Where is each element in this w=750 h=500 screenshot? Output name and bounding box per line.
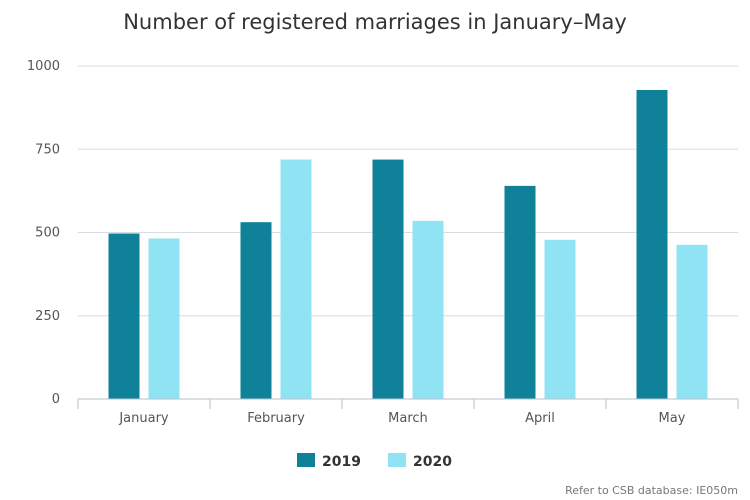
bar-2020-february <box>280 159 312 399</box>
bar-2019-may <box>636 89 668 399</box>
x-tick-label: January <box>118 411 169 426</box>
x-tick-label: March <box>388 411 428 426</box>
legend: 2019 2020 <box>297 453 452 470</box>
bar-2019-february <box>240 222 272 399</box>
bar-2020-march <box>412 220 444 399</box>
bar-2020-may <box>676 244 708 399</box>
bar-2020-january <box>148 238 180 399</box>
bar-2019-april <box>504 185 536 399</box>
bars <box>108 89 708 399</box>
x-axis-ticks: January February March April May <box>77 399 739 426</box>
y-tick-label: 1000 <box>27 59 60 74</box>
bar-2019-march <box>372 159 404 399</box>
x-tick-label: April <box>525 411 555 426</box>
legend-label-2020: 2020 <box>413 454 452 470</box>
source-note: Refer to CSB database: IE050m <box>565 484 738 497</box>
x-tick-label: May <box>659 411 686 426</box>
y-axis-ticks: 0 250 500 750 1000 <box>27 59 60 407</box>
legend-label-2019: 2019 <box>322 454 361 470</box>
bar-2019-january <box>108 233 140 399</box>
legend-swatch-2019 <box>297 453 315 467</box>
x-tick-label: February <box>247 411 305 426</box>
chart-title: Number of registered marriages in Januar… <box>123 10 627 34</box>
y-tick-label: 750 <box>35 142 60 157</box>
gridlines <box>78 65 738 317</box>
bar-2020-april <box>544 239 576 399</box>
legend-swatch-2020 <box>388 453 406 467</box>
y-tick-label: 0 <box>52 392 60 407</box>
y-tick-label: 250 <box>35 309 60 324</box>
y-tick-label: 500 <box>35 226 60 241</box>
